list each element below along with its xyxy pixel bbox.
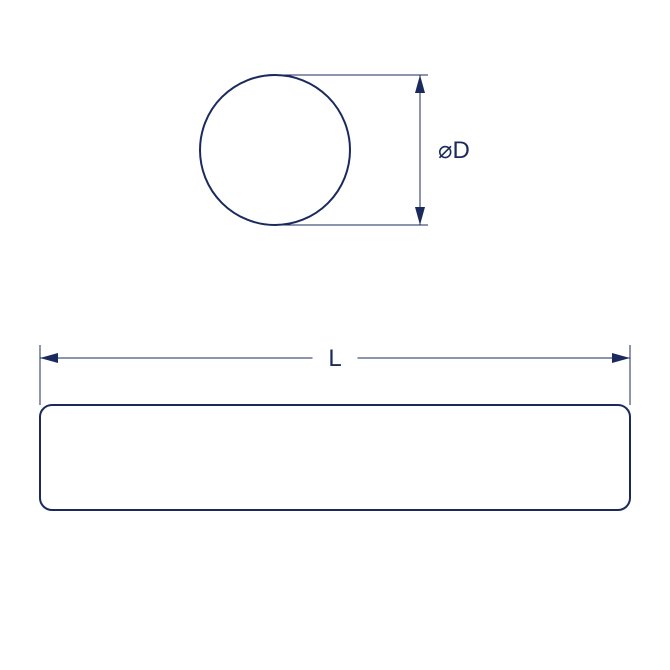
technical-drawing: ⌀D L — [0, 0, 670, 670]
length-arrowhead-right — [612, 353, 630, 363]
rod-side-view-bar — [40, 405, 630, 510]
rod-end-view-circle — [200, 75, 350, 225]
length-arrowhead-left — [40, 353, 58, 363]
diameter-arrowhead-top — [415, 75, 425, 93]
length-label: L — [328, 345, 341, 372]
diameter-label: ⌀D — [438, 137, 470, 164]
diameter-arrowhead-bottom — [415, 207, 425, 225]
